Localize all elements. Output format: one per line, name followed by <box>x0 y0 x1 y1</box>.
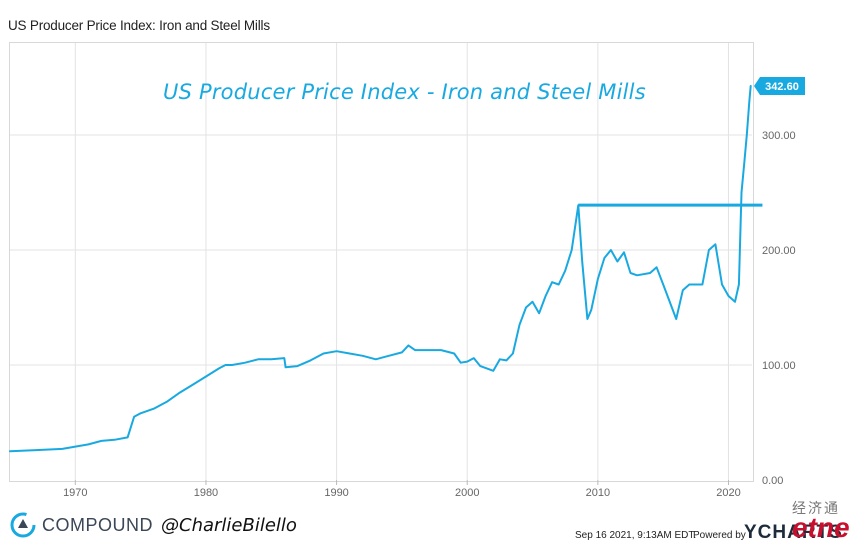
compound-branding: COMPOUND @CharlieBilello <box>10 512 297 538</box>
watermark-etnet: etnet <box>792 512 850 543</box>
page-title: US Producer Price Index: Iron and Steel … <box>8 18 270 33</box>
x-tick-label: 2000 <box>455 487 479 499</box>
series-group <box>9 85 752 453</box>
x-tick-label: 1980 <box>194 487 218 499</box>
x-tick-label: 2020 <box>716 487 740 499</box>
watermark-chinese: 经济通 <box>792 501 840 517</box>
twitter-handle: @CharlieBilello <box>161 514 297 536</box>
last-value-badge-group: 342.60 <box>754 77 805 96</box>
ycharts-logo: YCHARTS <box>744 522 843 543</box>
last-value-badge <box>754 77 805 96</box>
series-line <box>9 85 752 453</box>
powered-by-label: Powered by <box>693 530 746 541</box>
chart-plot-area <box>9 42 754 482</box>
y-tick-label: 200.00 <box>762 245 796 257</box>
y-tick-label: 100.00 <box>762 360 796 372</box>
x-tick-label: 1990 <box>324 487 348 499</box>
compound-logo-icon <box>10 512 36 538</box>
y-tick-label: 0.00 <box>762 475 783 487</box>
axis-ticks: 0.00 100.00 200.00 300.00 1970 1980 1990 2000 20… <box>63 130 796 499</box>
timestamp: Sep 16 2021, 9:13AM EDT. <box>575 530 697 541</box>
y-tick-label: 300.00 <box>762 130 796 142</box>
x-tick-label: 2010 <box>586 487 610 499</box>
gridlines <box>10 43 752 480</box>
brand-name: COMPOUND <box>42 514 153 535</box>
last-value-label: 342.60 <box>765 81 799 93</box>
chart-annotation: US Producer Price Index - Iron and Steel… <box>163 80 646 104</box>
x-tick-label: 1970 <box>63 487 87 499</box>
